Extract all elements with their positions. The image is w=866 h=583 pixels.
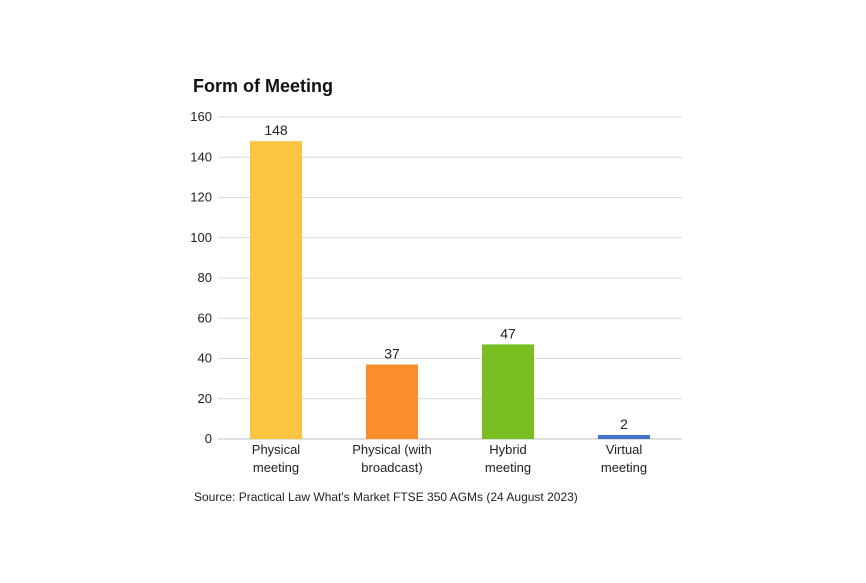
data-label: 47 (500, 325, 516, 341)
bar (598, 434, 650, 439)
bar (482, 344, 534, 439)
y-tick-label: 140 (190, 149, 212, 164)
x-category-label: Virtual (606, 442, 643, 457)
bars (250, 141, 650, 439)
y-tick-label: 0 (205, 431, 212, 446)
y-tick-label: 120 (190, 190, 212, 205)
data-label: 148 (264, 122, 288, 138)
bar (366, 364, 418, 439)
data-label: 2 (620, 416, 628, 432)
y-tick-label: 100 (190, 230, 212, 245)
y-axis-ticks: 0 20 40 60 80 100 120 140 160 (190, 109, 212, 446)
x-category-label: meeting (485, 460, 531, 475)
y-tick-label: 60 (198, 310, 212, 325)
x-category-label: Physical (with (352, 442, 431, 457)
x-category-label: Physical (252, 442, 301, 457)
chart-title: Form of Meeting (193, 76, 333, 96)
y-tick-label: 160 (190, 109, 212, 124)
x-category-label: Hybrid (489, 442, 527, 457)
source-note: Source: Practical Law What's Market FTSE… (194, 490, 578, 504)
x-category-label: broadcast) (361, 460, 422, 475)
bar (250, 141, 302, 439)
data-labels: 148 37 47 2 (264, 122, 628, 432)
x-category-label: meeting (253, 460, 299, 475)
x-category-label: meeting (601, 460, 647, 475)
y-tick-label: 40 (198, 351, 212, 366)
y-tick-label: 20 (198, 391, 212, 406)
y-tick-label: 80 (198, 270, 212, 285)
data-label: 37 (384, 346, 400, 362)
x-axis-categories: Physical meeting Physical (with broadcast) H… (252, 442, 647, 475)
